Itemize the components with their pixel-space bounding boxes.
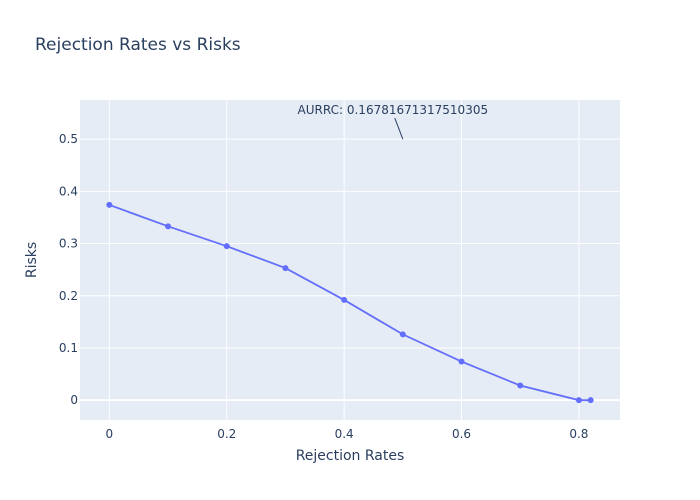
data-point: [223, 243, 230, 250]
y-tick-label: 0.3: [59, 237, 78, 251]
x-tick-label: 0.6: [452, 427, 471, 441]
x-axis-label: Rejection Rates: [296, 448, 405, 464]
x-tick-label: 0.8: [569, 427, 588, 441]
annotation-text: AURRC: 0.16781671317510305: [298, 103, 489, 117]
x-tick-label: 0: [106, 427, 114, 441]
series-line: [109, 204, 591, 402]
data-point: [458, 358, 465, 365]
series-group: [106, 201, 594, 404]
x-tick-label: 0.2: [217, 427, 236, 441]
annotation-arrow: [394, 117, 404, 140]
data-point: [106, 201, 113, 208]
y-tick-label: 0.1: [59, 341, 78, 355]
data-point: [517, 382, 524, 389]
grid-lines: [80, 100, 620, 420]
data-point: [282, 265, 289, 272]
chart-title: Rejection Rates vs Risks: [35, 35, 241, 55]
y-tick-labels: 0 0.1 0.2 0.3 0.4 0.5: [59, 132, 78, 407]
y-tick-label: 0.2: [59, 289, 78, 303]
y-tick-label: 0.5: [59, 132, 78, 146]
plot-area: [80, 100, 620, 420]
data-point: [341, 296, 348, 303]
y-axis-label: Risks: [24, 242, 40, 278]
data-point: [587, 397, 594, 404]
data-point: [575, 397, 582, 404]
y-tick-label: 0.4: [59, 184, 78, 198]
x-tick-labels: 0 0.2 0.4 0.6 0.8: [106, 427, 589, 441]
annotation-group: AURRC: 0.16781671317510305: [298, 103, 489, 140]
y-tick-label: 0: [70, 393, 78, 407]
data-point: [165, 223, 172, 230]
x-tick-label: 0.4: [335, 427, 354, 441]
data-point: [399, 331, 406, 338]
